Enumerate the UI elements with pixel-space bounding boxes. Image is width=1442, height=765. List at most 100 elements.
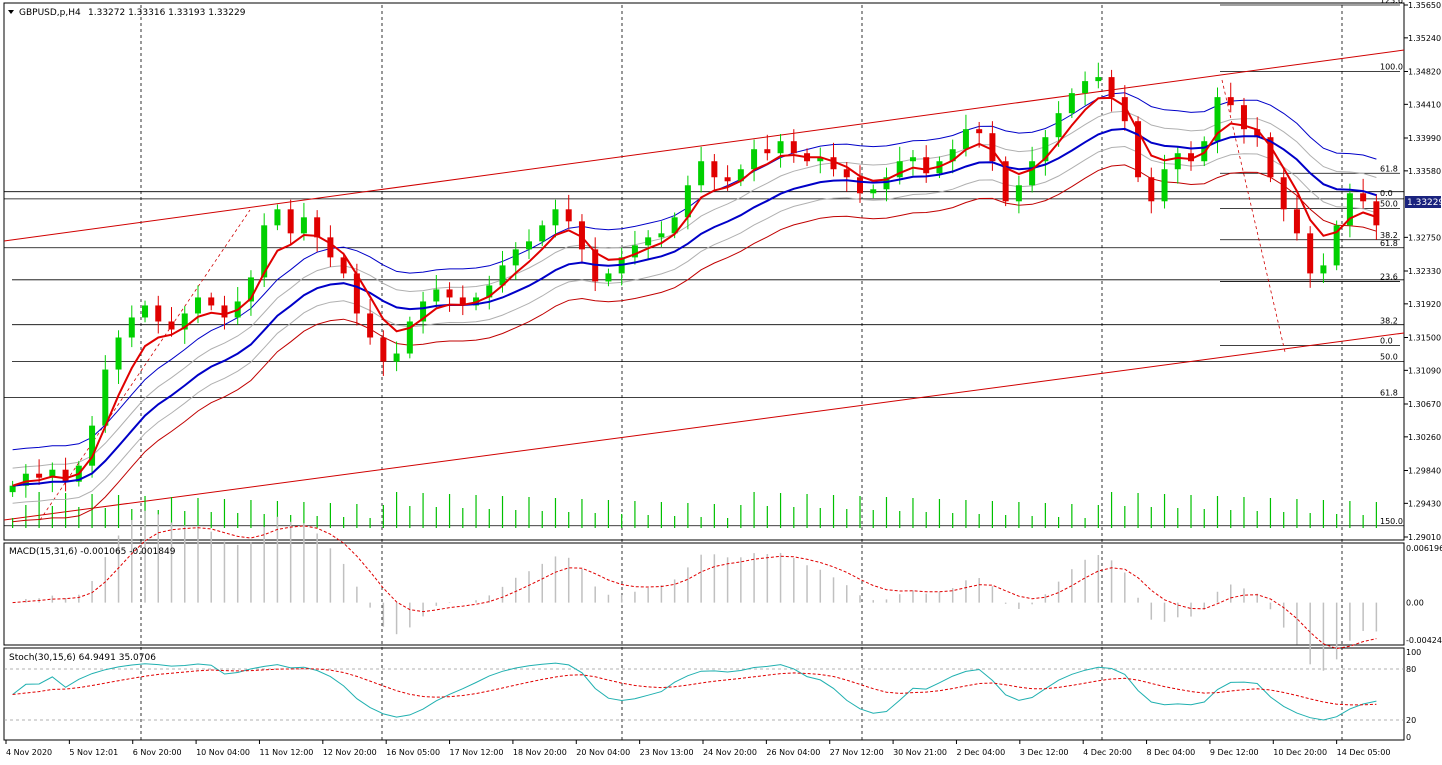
fib-level-label: 0.0 (1380, 189, 1393, 198)
time-tick-label: 9 Dec 12:00 (1210, 748, 1259, 757)
candle-body (459, 297, 466, 306)
fibonacci-labels: 123.6100.061.80.050.038.261.823.638.20.0… (1380, 0, 1403, 526)
volume-bars (12, 492, 1377, 528)
candle-body (1320, 265, 1327, 274)
time-tick-label: 17 Nov 12:00 (450, 748, 504, 757)
fib-level-label: 61.8 (1380, 164, 1398, 173)
time-tick-label: 12 Nov 20:00 (323, 748, 377, 757)
candle-body (817, 157, 824, 162)
price-tick-label: 1.29430 (1408, 499, 1441, 508)
candle-body (631, 245, 638, 258)
candle-body (208, 297, 215, 306)
main-panel-frame (3, 2, 1405, 541)
candle-body (1240, 105, 1247, 130)
candle-body (22, 473, 29, 486)
candle-body (777, 141, 784, 154)
candle-body (49, 469, 56, 478)
candle-body (142, 305, 149, 318)
candle-body (1360, 193, 1367, 202)
candle-body (62, 469, 69, 482)
candle-body (353, 273, 360, 314)
time-tick-label: 30 Nov 21:00 (893, 748, 947, 757)
candle-body (261, 225, 268, 278)
candle-body (168, 321, 175, 330)
fib-level-label: 50.0 (1380, 353, 1398, 362)
candle-body (155, 305, 162, 322)
candle-body (989, 133, 996, 162)
price-tick-label: 1.31920 (1408, 300, 1441, 309)
candle-body (194, 297, 201, 314)
macd-indicator: 0.006196 0.00 -0.00424 (12, 510, 1442, 671)
candle-body (1055, 113, 1062, 138)
price-tick-label: 1.30670 (1408, 400, 1441, 409)
candle-body (525, 241, 532, 250)
time-tick-label: 8 Dec 04:00 (1147, 748, 1196, 757)
candle-body (9, 485, 16, 493)
trend-channel[interactable] (3, 49, 1405, 521)
time-tick-label: 10 Dec 20:00 (1273, 748, 1327, 757)
fib-level-label: 61.8 (1380, 239, 1398, 248)
price-tick-label: 1.31090 (1408, 366, 1441, 375)
ohlc-values: 1.33272 1.33316 1.33193 1.33229 (88, 8, 246, 18)
price-tick-label: 1.33580 (1408, 167, 1441, 176)
fib-diagonal-line (39, 209, 251, 521)
time-tick-label: 2 Dec 04:00 (956, 748, 1005, 757)
candle-body (1029, 161, 1036, 186)
candle-body (102, 369, 109, 426)
stoch-main-line (12, 662, 1377, 721)
time-tick-label: 20 Nov 04:00 (576, 748, 630, 757)
candle-body (1373, 201, 1380, 226)
price-tick-label: 1.35240 (1408, 34, 1441, 43)
candle-body (737, 169, 744, 182)
candle-body (340, 257, 347, 274)
fib-diagonal-line (1221, 79, 1286, 353)
macd-signal-line (12, 525, 1377, 650)
fib-level-label: 0.0 (1380, 337, 1393, 346)
price-tick-label: 1.32750 (1408, 233, 1441, 242)
stoch-tick-label: 80 (1406, 665, 1416, 674)
moving-averages (12, 96, 1377, 487)
macd-panel-frame (3, 542, 1405, 646)
candle-body (393, 353, 400, 362)
candle-body (870, 189, 877, 194)
candle-body (857, 177, 864, 194)
candle-body (1174, 153, 1181, 170)
candle-body (658, 233, 665, 238)
price-axis: 1.35650 1.35240 1.34820 1.34410 1.33990 1.335… (1404, 1, 1441, 542)
macd-tick-label: 0.00 (1406, 599, 1424, 608)
channel-lower-line (3, 332, 1405, 521)
candle-body (565, 209, 572, 222)
price-tick-label: 1.30260 (1408, 433, 1441, 442)
candle-body (684, 185, 691, 218)
candle-body (1188, 153, 1195, 162)
envelope-inner-upper-line (12, 110, 1377, 469)
candle-body (420, 301, 427, 322)
symbol-dropdown-icon[interactable] (8, 10, 14, 14)
candle-body (843, 169, 850, 178)
candle-body (1002, 161, 1009, 202)
fib-level-label: 123.6 (1380, 0, 1403, 5)
candle-body (764, 149, 771, 154)
symbol-label[interactable]: GBPUSD,p,H4 (19, 8, 81, 18)
candle-body (976, 129, 983, 134)
fib-level-label: 61.8 (1380, 389, 1398, 398)
candle-body (949, 149, 956, 162)
candle-body (539, 225, 546, 242)
candle-body (486, 285, 493, 298)
candle-body (1095, 77, 1102, 82)
candle-body (446, 289, 453, 298)
candle-body (605, 273, 612, 282)
candle-body (314, 217, 321, 238)
candle-body (711, 161, 718, 178)
candle-body (1148, 177, 1155, 202)
vertical-session-separators (140, 5, 1343, 740)
candle-body (1346, 193, 1353, 226)
stoch-panel-frame (3, 647, 1405, 741)
candle-body (287, 209, 294, 234)
candle-body (1068, 93, 1075, 114)
macd-tick-label: 0.006196 (1406, 544, 1442, 553)
candle-body (1042, 137, 1049, 162)
candle-body (274, 209, 281, 226)
time-tick-label: 26 Nov 04:00 (766, 748, 820, 757)
